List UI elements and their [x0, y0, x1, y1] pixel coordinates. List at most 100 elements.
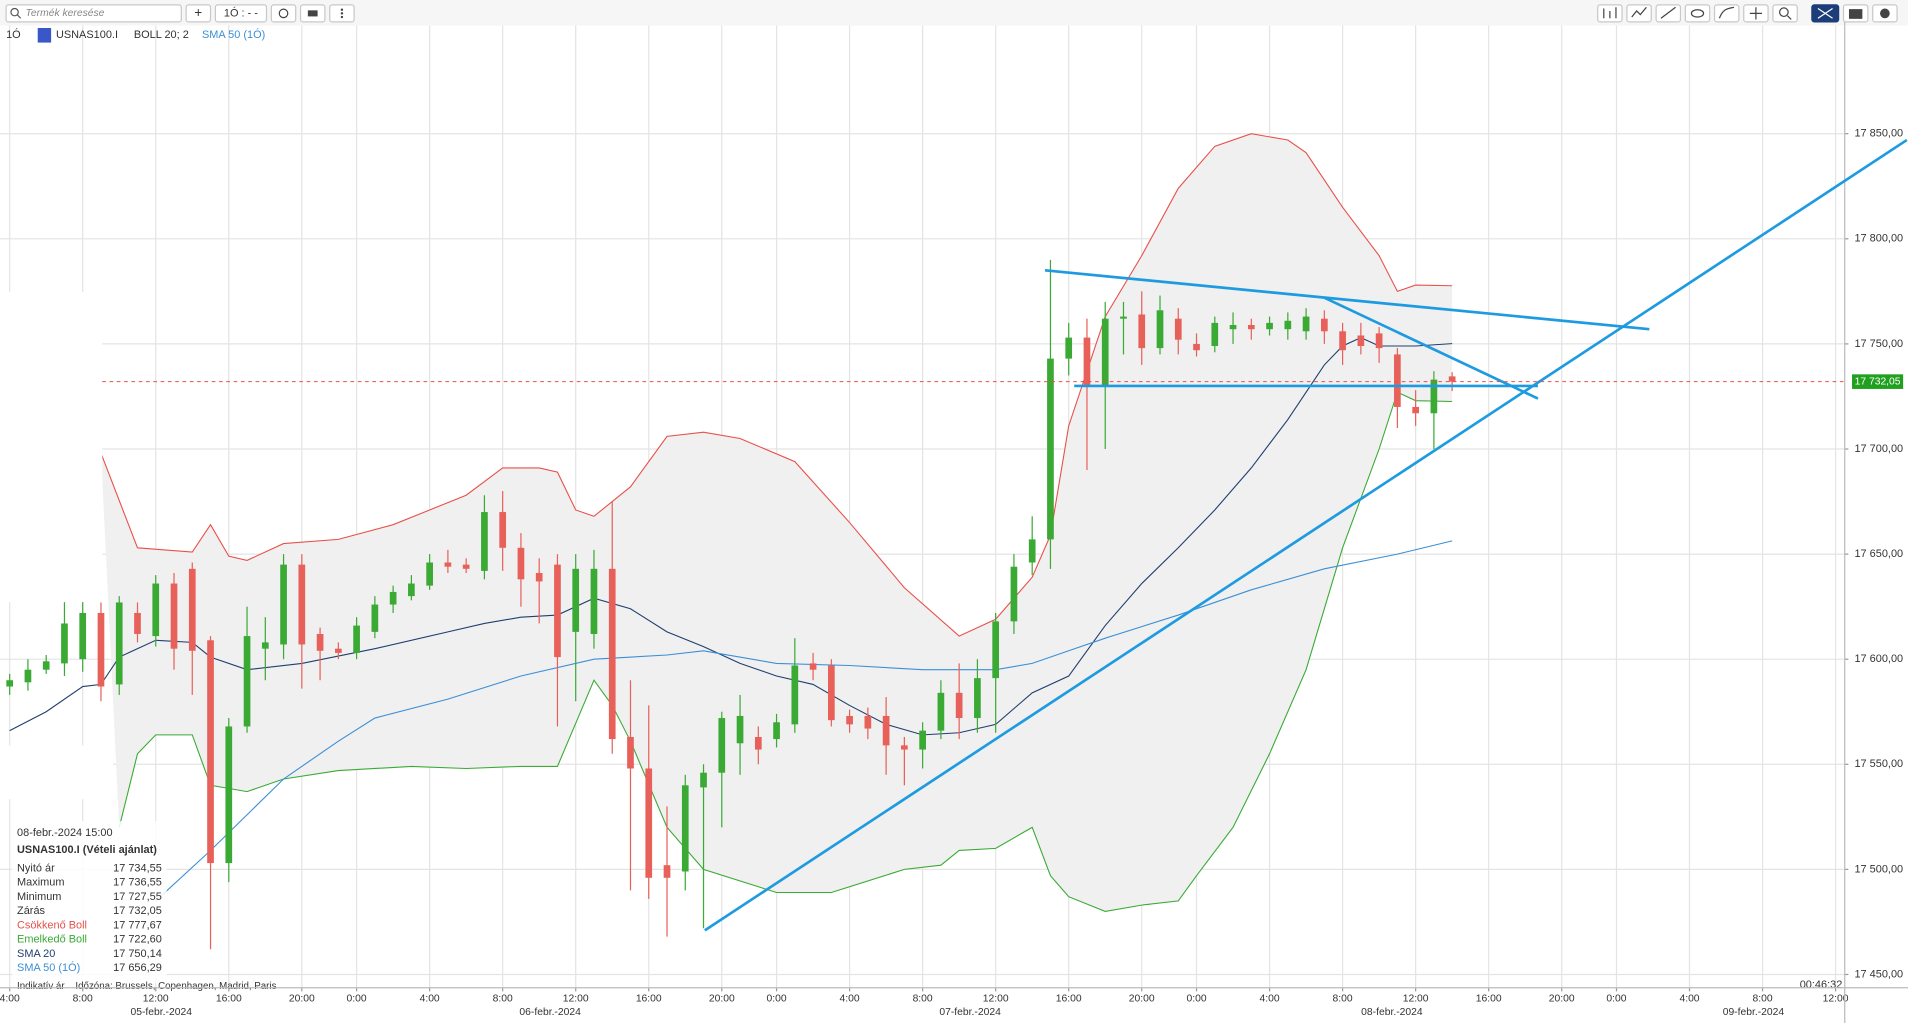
x-tick-label: 8:00 — [913, 993, 933, 1004]
tooltip-indicator-label: Emelkedő Boll — [17, 934, 87, 946]
candle-body — [1375, 333, 1383, 349]
y-tick-label: 17 800,00 — [1854, 233, 1903, 245]
x-tick-label: 0:00 — [767, 993, 787, 1004]
candle-body — [992, 621, 1000, 679]
x-tick-label: 20:00 — [709, 993, 735, 1004]
icon — [1779, 7, 1789, 18]
x-tick-label: 12:00 — [1823, 993, 1849, 1004]
candle-body — [1193, 343, 1200, 351]
tooltip-row-value: 17 732,05 — [113, 905, 162, 917]
tooltip-indicator-label: SMA 20 — [17, 948, 55, 960]
trendline — [704, 138, 1908, 932]
indicator-line — [118, 391, 1453, 912]
candle-body — [79, 612, 87, 660]
candle-body — [1101, 318, 1109, 386]
search-box[interactable] — [5, 4, 182, 23]
menu-icon — [340, 12, 344, 15]
tooltip-row-label: Nyitó ár — [17, 862, 55, 874]
x-tick-label: 4:00 — [420, 993, 440, 1004]
candle-body — [827, 665, 835, 721]
blank-panel — [0, 745, 114, 800]
tool-button[interactable] — [1772, 4, 1798, 23]
tooltip-indicator-value: 17 722,60 — [113, 934, 162, 946]
search-icon — [16, 14, 22, 19]
tooltip-row-label: Minimum — [17, 891, 61, 903]
x-tick-label: 8:00 — [1753, 993, 1773, 1004]
tooltip-row-label: Maximum — [17, 877, 64, 889]
bollinger-fill — [100, 133, 1453, 912]
y-tick-label: 17 750,00 — [1854, 338, 1903, 350]
clock: 00:46:32 — [1800, 979, 1843, 991]
candle-body — [225, 726, 233, 864]
candle-body — [1302, 316, 1310, 332]
date-label: 08-febr.-2024 — [1361, 1007, 1423, 1018]
refresh-button[interactable] — [270, 4, 297, 23]
candle-body — [1138, 314, 1146, 349]
x-tick-label: 0:00 — [347, 993, 367, 1004]
candle-body — [608, 568, 616, 740]
x-tick-label: 20:00 — [1129, 993, 1155, 1004]
candle-body — [1065, 337, 1073, 359]
icon — [1880, 8, 1890, 19]
candle-body — [773, 722, 780, 740]
date-label: 09-febr.-2024 — [1723, 1007, 1785, 1018]
add-button[interactable] — [185, 4, 212, 23]
candle-body — [535, 573, 543, 582]
tooltip-indicator-label: Csökkenő Boll — [17, 919, 87, 931]
tooltip-indicator-value: 17 750,14 — [113, 948, 162, 960]
candle-body — [627, 736, 634, 769]
candle-body — [919, 730, 926, 750]
tooltip-symbol: USNAS100.I (Vételi ajánlat) — [17, 844, 157, 856]
menu-icon — [340, 8, 344, 11]
x-tick-label: 20:00 — [1549, 993, 1575, 1004]
layout-icon — [307, 10, 318, 17]
x-tick-label: 16:00 — [216, 993, 242, 1004]
candle-body — [1156, 310, 1164, 349]
icon — [1718, 6, 1735, 19]
y-tick-label: 17 500,00 — [1854, 863, 1903, 875]
x-tick-label: 4:00 — [840, 993, 860, 1004]
candle-body — [1028, 539, 1036, 563]
x-tick-label: 4:00 — [0, 993, 20, 1004]
candle-body — [316, 633, 324, 651]
tool-button[interactable] — [1713, 4, 1740, 23]
tool-button[interactable] — [1684, 4, 1711, 23]
sma-label: SMA 50 (1Ó) — [202, 28, 265, 41]
candle-body — [1448, 376, 1456, 382]
candle-body — [1284, 320, 1292, 330]
interval-button-label: 1Ó : - - — [224, 6, 258, 19]
bollinger-label: BOLL 20; 2 — [134, 29, 189, 41]
candle-body — [61, 623, 68, 664]
tooltip-row-value: 17 727,55 — [113, 891, 162, 903]
candle-body — [1047, 358, 1054, 540]
candle-body — [353, 625, 360, 653]
y-tick-label: 17 450,00 — [1854, 968, 1903, 980]
candle-body — [24, 669, 32, 683]
x-tick-label: 8:00 — [1333, 993, 1353, 1004]
candle-body — [444, 562, 452, 567]
icon — [1749, 7, 1762, 20]
candle-body — [1247, 324, 1255, 330]
add-button-label: + — [194, 5, 202, 20]
candle-body — [207, 640, 214, 864]
x-tick-label: 4:00 — [1679, 993, 1699, 1004]
candle-body — [718, 718, 726, 773]
tooltip-box — [12, 821, 167, 983]
interval-button[interactable] — [214, 4, 268, 23]
x-tick-label: 12:00 — [1403, 993, 1429, 1004]
candle-body — [334, 648, 342, 653]
x-tick-label: 12:00 — [983, 993, 1009, 1004]
candle-body — [517, 547, 525, 580]
tooltip-time: 08-febr.-2024 15:00 — [17, 827, 113, 839]
candle-body — [371, 604, 379, 632]
candle-body — [1339, 331, 1346, 351]
y-tick-label: 17 600,00 — [1854, 653, 1903, 665]
date-label: 05-febr.-2024 — [130, 1007, 192, 1018]
last-price-tag — [1852, 374, 1904, 389]
candle-body — [499, 512, 507, 548]
tooltip-indicator-value: 17 656,29 — [113, 962, 162, 974]
candle-body — [809, 663, 817, 670]
date-label: 07-febr.-2024 — [939, 1007, 1001, 1018]
candle-body — [1430, 379, 1438, 414]
